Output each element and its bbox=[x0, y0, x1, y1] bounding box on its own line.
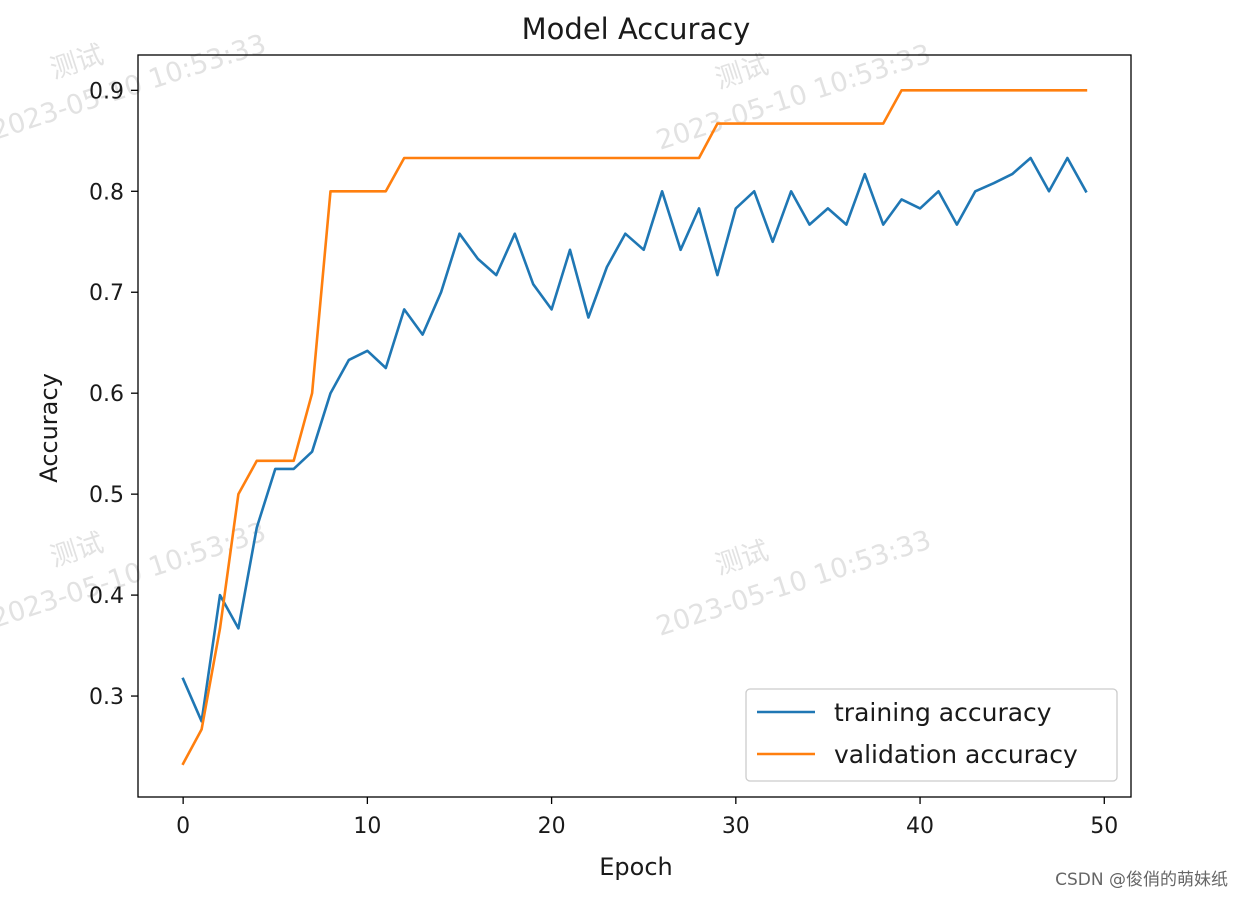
y-tick-label: 0.9 bbox=[89, 79, 124, 104]
chart-title: Model Accuracy bbox=[522, 12, 751, 46]
watermark-label: 测试 bbox=[712, 535, 773, 581]
legend: training accuracy validation accuracy bbox=[745, 688, 1118, 782]
csdn-credit: CSDN @俊俏的萌妹纸 bbox=[1055, 870, 1228, 890]
legend-label-validation: validation accuracy bbox=[834, 740, 1078, 769]
x-tick-label: 10 bbox=[353, 814, 381, 839]
y-tick-label: 0.6 bbox=[89, 382, 124, 407]
plot-frame bbox=[137, 54, 1132, 798]
y-tick-label: 0.5 bbox=[89, 483, 124, 508]
watermark-label: 测试 bbox=[712, 49, 773, 95]
validation-accuracy-line bbox=[181, 89, 1088, 766]
watermark-timestamp: 2023-05-10 10:53:33 bbox=[0, 29, 270, 147]
x-tick-label: 30 bbox=[722, 814, 750, 839]
plot-area: 0 10 20 30 40 50 0.3 0.4 0.5 0.6 0.7 0.8 0.9 bbox=[89, 54, 1132, 839]
x-tick-label: 40 bbox=[906, 814, 934, 839]
y-tick-label: 0.7 bbox=[89, 281, 124, 306]
x-axis-label: Epoch bbox=[599, 853, 673, 881]
x-axis: 0 10 20 30 40 50 bbox=[176, 797, 1118, 839]
training-accuracy-line bbox=[181, 156, 1088, 723]
watermark-timestamp: 2023-05-10 10:53:33 bbox=[653, 525, 935, 643]
x-tick-label: 20 bbox=[538, 814, 566, 839]
legend-label-training: training accuracy bbox=[834, 698, 1052, 727]
watermark-timestamp: 2023-05-10 10:53:33 bbox=[0, 517, 270, 635]
x-tick-label: 50 bbox=[1090, 814, 1118, 839]
y-tick-label: 0.8 bbox=[89, 180, 124, 205]
y-tick-label: 0.4 bbox=[89, 584, 124, 609]
y-axis-label: Accuracy bbox=[35, 373, 63, 483]
x-tick-label: 0 bbox=[176, 814, 190, 839]
series-layer bbox=[181, 89, 1088, 766]
watermark-timestamp: 2023-05-10 10:53:33 bbox=[653, 39, 935, 157]
legend-box bbox=[745, 688, 1118, 782]
y-tick-label: 0.3 bbox=[89, 685, 124, 710]
y-axis: 0.3 0.4 0.5 0.6 0.7 0.8 0.9 bbox=[89, 79, 138, 710]
watermark-label: 测试 bbox=[47, 527, 108, 573]
